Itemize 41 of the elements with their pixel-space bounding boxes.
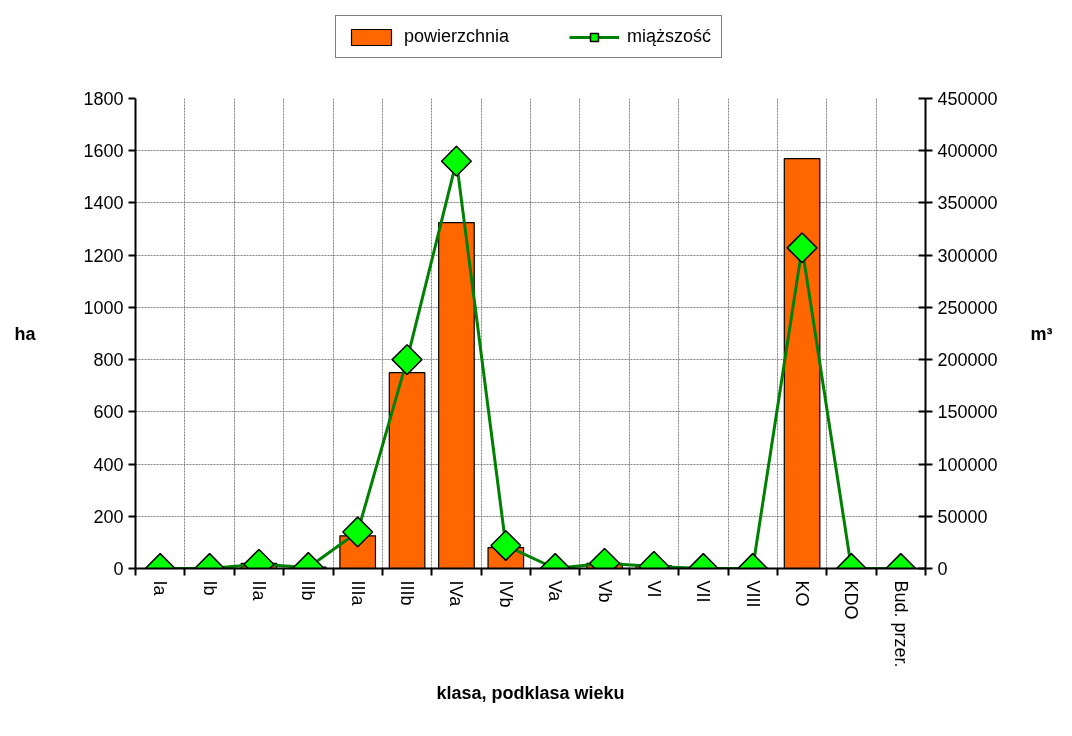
y-tick-label: 1000 <box>83 297 124 318</box>
y2-tick-label: 100000 <box>937 454 998 475</box>
y2-tick-label: 200000 <box>937 350 998 371</box>
x-tick-label: IIIb <box>397 580 418 606</box>
y-tick-label: 1800 <box>83 89 124 109</box>
x-tick-label: VII <box>693 580 714 603</box>
x-tick-label: IIIa <box>347 580 368 607</box>
x-tick-label: Ia <box>150 580 171 597</box>
y2-tick-label: 450000 <box>937 89 998 109</box>
y2-tick-label: 400000 <box>937 141 998 162</box>
y-tick-label: 200 <box>93 506 124 527</box>
y-tick-label: 1200 <box>83 245 124 266</box>
x-tick-label: IVb <box>495 580 516 608</box>
y-tick-label: 1400 <box>83 193 124 214</box>
y2-axis-title: m³ <box>1030 323 1053 344</box>
x-tick-label: IIb <box>298 580 319 601</box>
x-tick-label: VI <box>643 580 664 598</box>
x-tick-label: KO <box>792 580 813 607</box>
x-tick-label: Bud. przer. <box>890 580 911 668</box>
x-tick-label: Vb <box>594 580 615 603</box>
y-tick-label: 1600 <box>83 141 124 162</box>
y-axis-title: ha <box>14 323 37 344</box>
legend-label: miąższość <box>627 26 712 47</box>
y-tick-label: 400 <box>93 454 124 475</box>
y-tick-label: 0 <box>113 559 124 579</box>
y2-tick-label: 350000 <box>937 193 998 214</box>
x-tick-label: Ib <box>199 580 220 596</box>
y2-tick-label: 150000 <box>937 402 998 423</box>
x-axis-title: klasa, podklasa wieku <box>436 682 625 703</box>
x-tick-label: VIII <box>742 580 763 608</box>
y-tick-label: 800 <box>93 350 124 371</box>
x-tick-label: KDO <box>841 580 862 620</box>
x-tick-label: Va <box>545 580 566 603</box>
legend-label: powierzchnia <box>404 26 510 47</box>
y2-tick-label: 0 <box>937 559 948 579</box>
y2-tick-label: 300000 <box>937 245 998 266</box>
y2-tick-label: 50000 <box>937 506 988 527</box>
x-tick-label: IIa <box>248 580 269 602</box>
x-tick-label: IVa <box>446 580 467 608</box>
y-tick-label: 600 <box>93 402 124 423</box>
y2-tick-label: 250000 <box>937 297 998 318</box>
